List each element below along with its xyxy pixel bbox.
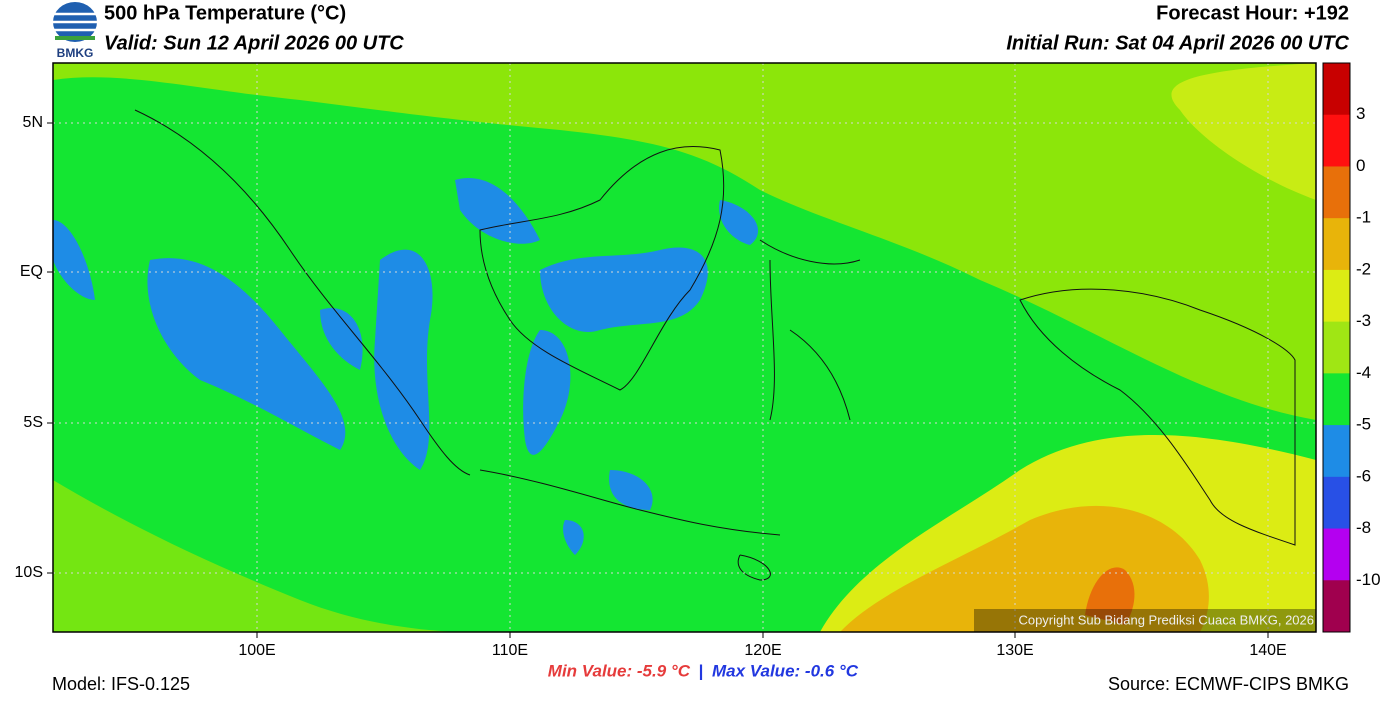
lat-label: 5S bbox=[23, 414, 43, 431]
colorbar-label: -6 bbox=[1356, 466, 1371, 485]
lon-label: 120E bbox=[744, 642, 781, 659]
model: Model: IFS-0.125 bbox=[52, 674, 190, 694]
forecast-hour: Forecast Hour: +192 bbox=[1156, 2, 1349, 24]
axes: 5N EQ 5S 10S 100E 110E 120E 130E 140E bbox=[15, 114, 1287, 659]
map-frame bbox=[52, 62, 1317, 633]
copyright: Copyright Sub Bidang Prediksi Cuaca BMKG… bbox=[1018, 612, 1314, 627]
colorbar-band bbox=[1323, 269, 1350, 323]
min-value: Min Value: -5.9 °C bbox=[548, 661, 691, 680]
colorbar: 3 0 -1 -2 -3 -4 -5 -6 -8 -10 bbox=[1322, 62, 1381, 633]
colorbar-label: -8 bbox=[1356, 518, 1371, 537]
logo-text: BMKG bbox=[57, 46, 94, 60]
colorbar-band bbox=[1323, 373, 1350, 426]
map-field: Copyright Sub Bidang Prediksi Cuaca BMKG… bbox=[53, 63, 1316, 632]
colorbar-band bbox=[1323, 476, 1350, 530]
colorbar-band bbox=[1323, 425, 1350, 478]
lon-label: 100E bbox=[238, 642, 275, 659]
coastlines bbox=[134, 109, 1296, 581]
colorbar-label: -4 bbox=[1356, 363, 1371, 382]
title: 500 hPa Temperature (°C) bbox=[104, 2, 346, 24]
colorbar-label: 3 bbox=[1356, 104, 1365, 123]
logo: BMKG bbox=[53, 2, 97, 60]
colorbar-band bbox=[1323, 321, 1350, 374]
initial-run: Initial Run: Sat 04 April 2026 00 UTC bbox=[1006, 32, 1349, 54]
lon-label: 140E bbox=[1249, 642, 1286, 659]
max-value: Max Value: -0.6 °C bbox=[712, 661, 859, 680]
colorbar-band bbox=[1323, 218, 1350, 271]
colorbar-label: -5 bbox=[1356, 415, 1371, 434]
colorbar-band bbox=[1323, 580, 1350, 633]
grid bbox=[53, 63, 1316, 632]
colorbar-label: -10 bbox=[1356, 570, 1381, 589]
colorbar-band bbox=[1323, 528, 1350, 581]
lon-label: 110E bbox=[492, 642, 528, 659]
colorbar-label: -3 bbox=[1356, 311, 1371, 330]
colorbar-label: -1 bbox=[1356, 208, 1371, 227]
colorbar-label: 0 bbox=[1356, 156, 1365, 175]
valid-time: Valid: Sun 12 April 2026 00 UTC bbox=[104, 32, 404, 54]
lat-label: 5N bbox=[23, 114, 43, 131]
source: Source: ECMWF-CIPS BMKG bbox=[1108, 674, 1349, 694]
colorbar-label: -2 bbox=[1356, 259, 1371, 278]
lat-label: EQ bbox=[20, 263, 43, 280]
lat-label: 10S bbox=[15, 564, 43, 581]
colorbar-band bbox=[1323, 166, 1350, 219]
lon-label: 130E bbox=[996, 642, 1033, 659]
separator: | bbox=[699, 661, 704, 680]
colorbar-band bbox=[1323, 63, 1350, 116]
colorbar-frame bbox=[1322, 62, 1351, 633]
colorbar-band bbox=[1323, 114, 1350, 167]
